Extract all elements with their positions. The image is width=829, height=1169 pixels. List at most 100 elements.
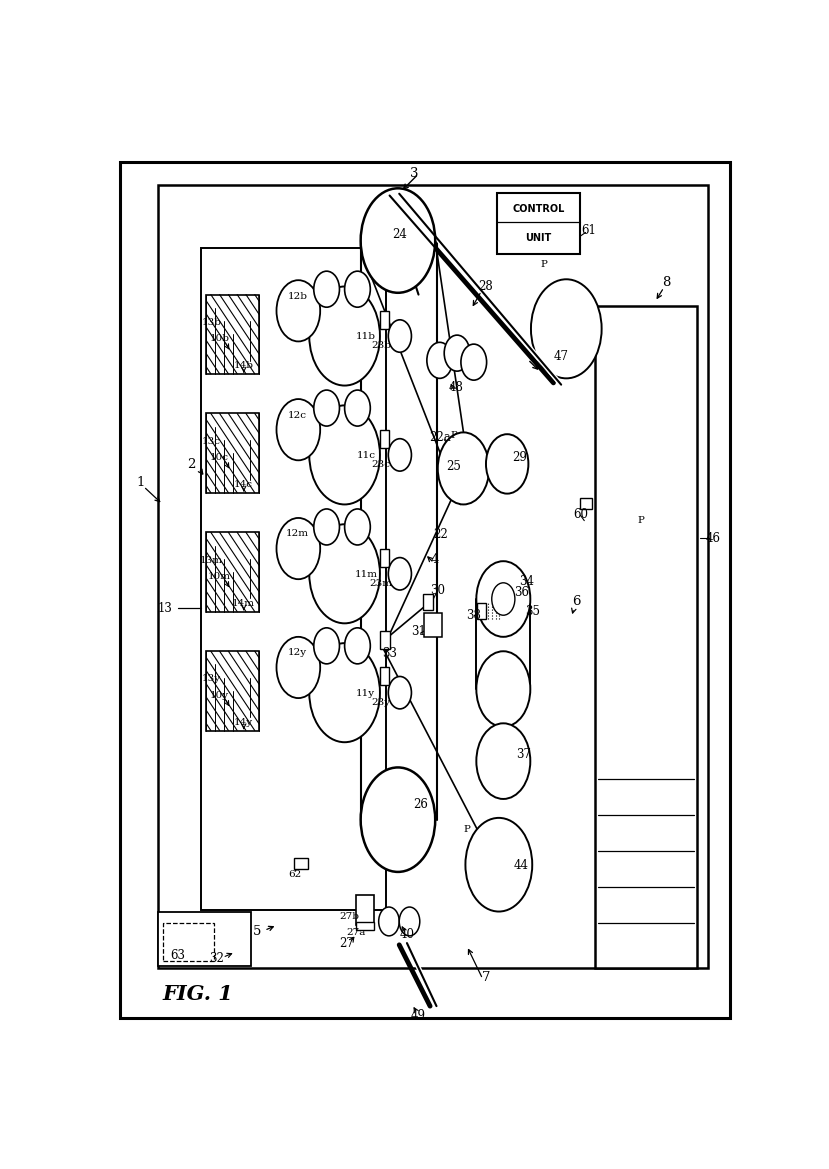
Circle shape: [476, 651, 531, 727]
Text: 13m: 13m: [200, 555, 223, 565]
Text: 63: 63: [170, 948, 185, 961]
Bar: [423, 594, 433, 610]
Text: 37: 37: [516, 748, 531, 761]
Text: 49: 49: [411, 1009, 426, 1022]
Circle shape: [388, 558, 411, 590]
Text: 48: 48: [448, 380, 463, 394]
Circle shape: [388, 677, 411, 710]
Text: 22a: 22a: [429, 431, 451, 444]
Text: 14b: 14b: [234, 361, 254, 369]
Bar: [380, 311, 389, 330]
Bar: [595, 306, 696, 968]
Text: 30: 30: [430, 583, 445, 597]
Bar: [163, 924, 214, 961]
Text: FIG. 1: FIG. 1: [162, 983, 234, 1004]
Circle shape: [309, 643, 380, 742]
Text: 8: 8: [662, 276, 671, 289]
Circle shape: [276, 400, 320, 461]
Text: 33: 33: [382, 646, 397, 659]
Text: 40: 40: [400, 928, 414, 941]
Circle shape: [313, 271, 339, 307]
Circle shape: [313, 390, 339, 427]
Text: 2: 2: [187, 458, 196, 471]
Text: 13b: 13b: [201, 318, 221, 326]
Circle shape: [492, 583, 515, 616]
Circle shape: [427, 343, 453, 379]
Text: 61: 61: [581, 223, 596, 237]
Bar: [201, 248, 386, 909]
Text: 7: 7: [482, 971, 490, 984]
Text: P: P: [638, 516, 644, 525]
Circle shape: [309, 288, 380, 386]
Circle shape: [438, 433, 489, 505]
Bar: [380, 667, 389, 686]
Text: 14m: 14m: [232, 599, 255, 608]
Text: 23b: 23b: [371, 341, 391, 350]
Circle shape: [345, 271, 371, 307]
Circle shape: [361, 189, 435, 293]
Bar: [477, 603, 486, 620]
Text: 5: 5: [252, 925, 261, 938]
Circle shape: [276, 637, 320, 698]
Text: 31: 31: [411, 624, 426, 637]
Text: 3: 3: [410, 167, 418, 180]
Circle shape: [476, 724, 531, 800]
Circle shape: [388, 440, 411, 471]
Text: 10b: 10b: [209, 334, 230, 343]
Text: 32: 32: [209, 952, 224, 964]
Bar: [356, 895, 374, 925]
Circle shape: [531, 279, 602, 379]
Circle shape: [276, 518, 320, 580]
Circle shape: [388, 320, 411, 353]
Text: 22: 22: [433, 528, 448, 541]
Text: 12c: 12c: [288, 410, 308, 420]
Text: 26: 26: [413, 797, 428, 810]
Circle shape: [379, 907, 400, 936]
Text: 24: 24: [392, 228, 406, 241]
Circle shape: [309, 406, 380, 505]
Bar: [206, 414, 259, 493]
Text: 13c: 13c: [202, 436, 221, 445]
Bar: [293, 858, 308, 870]
Text: 13y: 13y: [202, 675, 221, 683]
Text: 10c: 10c: [210, 452, 229, 462]
Text: 6: 6: [571, 595, 580, 608]
Text: 28: 28: [478, 279, 493, 292]
Text: 10y: 10y: [210, 690, 229, 699]
Text: 11m: 11m: [354, 569, 377, 579]
Circle shape: [461, 345, 487, 381]
Text: 23m: 23m: [370, 579, 393, 588]
Text: 11y: 11y: [356, 689, 376, 698]
Circle shape: [400, 907, 419, 936]
Text: 44: 44: [514, 858, 529, 871]
Text: 12y: 12y: [288, 648, 308, 657]
Circle shape: [444, 336, 470, 372]
Text: 11c: 11c: [356, 451, 376, 459]
Text: 27: 27: [339, 936, 354, 949]
Circle shape: [476, 561, 531, 637]
Bar: [206, 533, 259, 611]
Text: 47: 47: [554, 350, 569, 362]
Circle shape: [345, 628, 371, 664]
Text: 12m: 12m: [286, 530, 309, 538]
Text: 62: 62: [288, 870, 302, 878]
Text: 11b: 11b: [356, 332, 376, 341]
Bar: [380, 631, 390, 649]
Text: 25: 25: [446, 459, 461, 472]
Text: UNIT: UNIT: [526, 233, 552, 243]
Text: CONTROL: CONTROL: [512, 203, 565, 214]
Circle shape: [276, 281, 320, 341]
Circle shape: [313, 628, 339, 664]
Circle shape: [309, 525, 380, 623]
Text: 14y: 14y: [234, 718, 253, 726]
Bar: [206, 295, 259, 374]
Bar: [158, 185, 708, 968]
Text: P: P: [450, 431, 458, 440]
Text: 23y: 23y: [371, 698, 390, 706]
Text: 13: 13: [158, 602, 172, 615]
Bar: [580, 498, 592, 510]
Circle shape: [345, 390, 371, 427]
Text: 34: 34: [519, 575, 534, 588]
Text: 36: 36: [514, 586, 529, 599]
Text: 4: 4: [431, 552, 439, 566]
